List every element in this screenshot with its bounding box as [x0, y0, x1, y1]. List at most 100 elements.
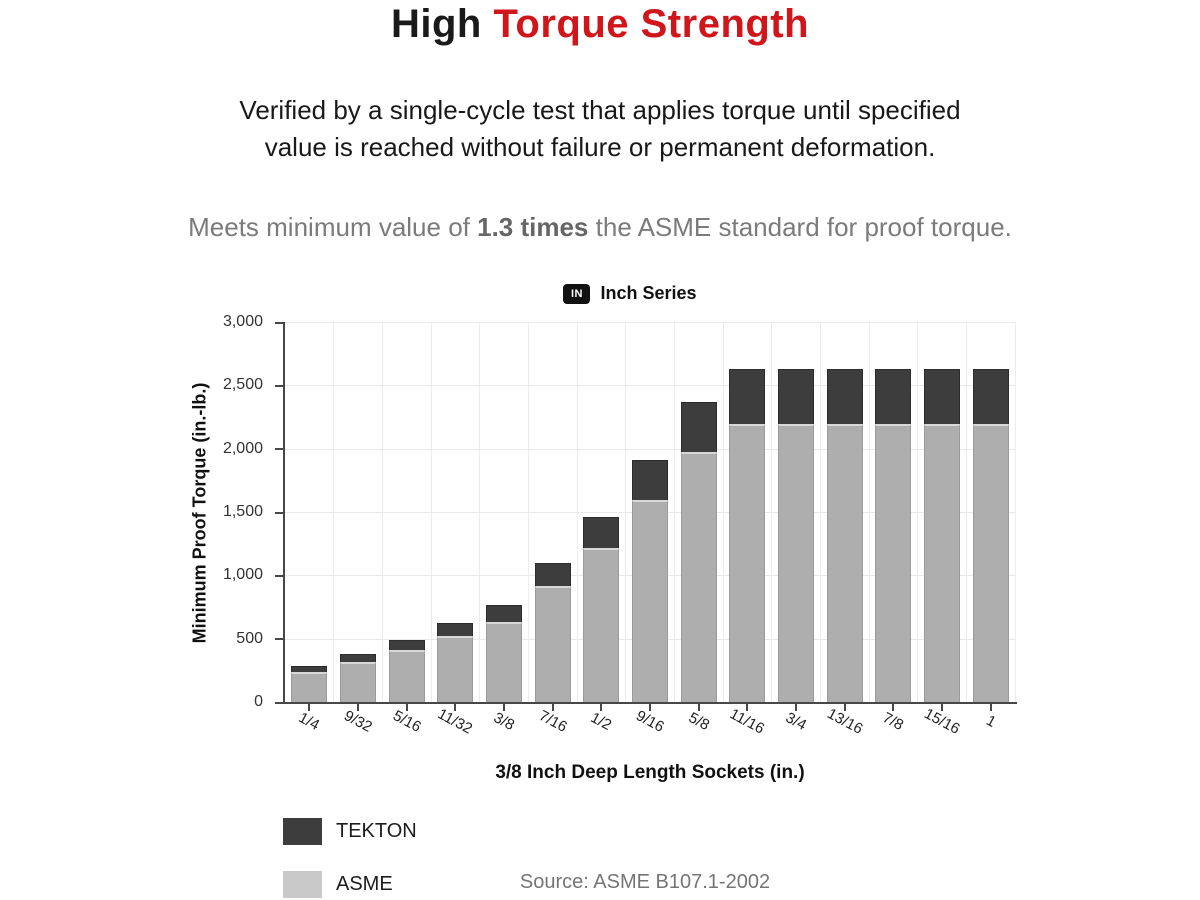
tekton-swatch [283, 818, 322, 845]
x-tick-label: 7/8 [880, 709, 907, 734]
asme-segment [534, 586, 571, 703]
asme-segment [924, 424, 960, 703]
bar-group-13/16 [826, 368, 863, 703]
asme-segment [437, 635, 474, 703]
v-gridline [917, 322, 919, 704]
plot-area: 0 500 1,000 1,500 2,000 2,500 3,000 1/4 9/32 5/16… [223, 313, 1017, 738]
x-tick-mark [892, 704, 895, 711]
tekton-segment [437, 622, 474, 636]
x-axis-line [283, 702, 1017, 704]
x-tick-mark [551, 704, 554, 711]
inch-badge-icon: IN [563, 283, 591, 304]
bar-group-5/16 [388, 639, 425, 703]
title-red: Torque Strength [493, 2, 810, 46]
title-black: High [390, 2, 482, 46]
asme-segment [291, 671, 328, 703]
y-tick-mark [275, 701, 284, 704]
bar-group-3/8 [486, 605, 522, 703]
y-tick-mark [275, 384, 284, 387]
bar-group-7/16 [534, 563, 571, 703]
subtitle: Verified by a single-cycle test that app… [0, 92, 1200, 166]
v-gridline [771, 322, 773, 704]
x-tick-mark [941, 704, 943, 711]
asme-segment [486, 621, 522, 703]
y-tick-label: 1,000 [222, 566, 263, 584]
tekton-segment [486, 605, 522, 622]
x-tick-mark [989, 704, 992, 711]
v-gridline [576, 322, 578, 704]
v-gridline [965, 322, 967, 704]
y-gridline [285, 448, 1015, 450]
tekton-segment [972, 368, 1009, 425]
subtitle-line-1: Verified by a single-cycle test that app… [239, 95, 961, 125]
x-tick-label: 7/16 [535, 707, 570, 736]
x-tick-label: 3/4 [782, 709, 810, 734]
claim-prefix: Meets minimum value of [188, 212, 478, 242]
tekton-segment [729, 368, 766, 425]
tekton-segment [924, 368, 960, 425]
source-note: Source: ASME B107.1-2002 [519, 871, 771, 893]
bar-group-9/16 [632, 459, 668, 703]
bar-group-7/8 [875, 368, 912, 703]
bar-group-1/4 [291, 665, 328, 703]
tekton-segment [632, 459, 668, 501]
x-tick-label: 5/16 [389, 707, 424, 736]
asme-segment [875, 424, 912, 703]
y-tick-mark [275, 574, 284, 577]
page-title: High Torque Strength [0, 2, 1200, 47]
y-tick-mark [275, 638, 284, 641]
asme-segment [972, 424, 1009, 703]
x-tick-mark [600, 704, 603, 711]
x-tick-label: 1 [982, 712, 999, 731]
v-gridline [722, 322, 724, 704]
chart-title: Inch Series [600, 283, 697, 303]
bar-group-5/8 [680, 402, 717, 703]
y-gridline [285, 322, 1015, 323]
v-gridline [333, 322, 335, 704]
legend: TEKTON ASME [283, 818, 417, 900]
tekton-segment [778, 368, 814, 425]
subtitle-line-2: value is reached without failure or perm… [264, 132, 936, 162]
tekton-segment [534, 563, 571, 587]
x-tick-mark [746, 704, 749, 711]
legend-item-asme: ASME [283, 871, 417, 898]
asme-segment [632, 500, 668, 703]
v-gridline [479, 322, 481, 704]
asme-segment [340, 661, 376, 703]
y-tick-mark [275, 511, 284, 514]
tekton-segment [875, 368, 912, 425]
tekton-segment [680, 402, 717, 453]
x-tick-mark [454, 704, 457, 711]
y-axis-title: Minimum Proof Torque (in.-lb.) [189, 382, 210, 644]
x-tick-label: 3/8 [490, 709, 518, 734]
asme-segment [826, 424, 863, 703]
v-gridline [430, 322, 432, 704]
v-gridline [673, 322, 675, 704]
claim-text: Meets minimum value of 1.3 times the ASM… [0, 212, 1200, 243]
v-gridline [819, 322, 821, 704]
x-tick-mark [357, 704, 359, 711]
y-tick-label: 0 [254, 693, 263, 710]
v-gridline [625, 322, 627, 704]
v-gridline [1014, 322, 1016, 704]
bar-group-11/32 [437, 622, 474, 703]
x-tick-label: 9/32 [341, 707, 375, 736]
bar-group-9/32 [340, 653, 376, 703]
y-tick-label: 2,000 [222, 439, 263, 457]
bar-group-1 [972, 368, 1009, 703]
asme-segment [729, 424, 766, 703]
asme-label: ASME [336, 873, 393, 895]
asme-segment [388, 650, 425, 703]
x-tick-mark [405, 704, 408, 711]
v-gridline [868, 322, 870, 704]
x-tick-mark [697, 704, 700, 711]
x-tick-mark [503, 704, 505, 711]
x-axis-title: 3/8 Inch Deep Length Sockets (in.) [495, 762, 805, 783]
x-tick-mark [308, 704, 311, 711]
y-gridline [285, 385, 1015, 387]
bar-group-3/4 [778, 368, 814, 703]
claim-bold: 1.3 times [477, 212, 589, 242]
y-tick-label: 3,000 [222, 313, 263, 330]
v-gridline [381, 322, 383, 704]
